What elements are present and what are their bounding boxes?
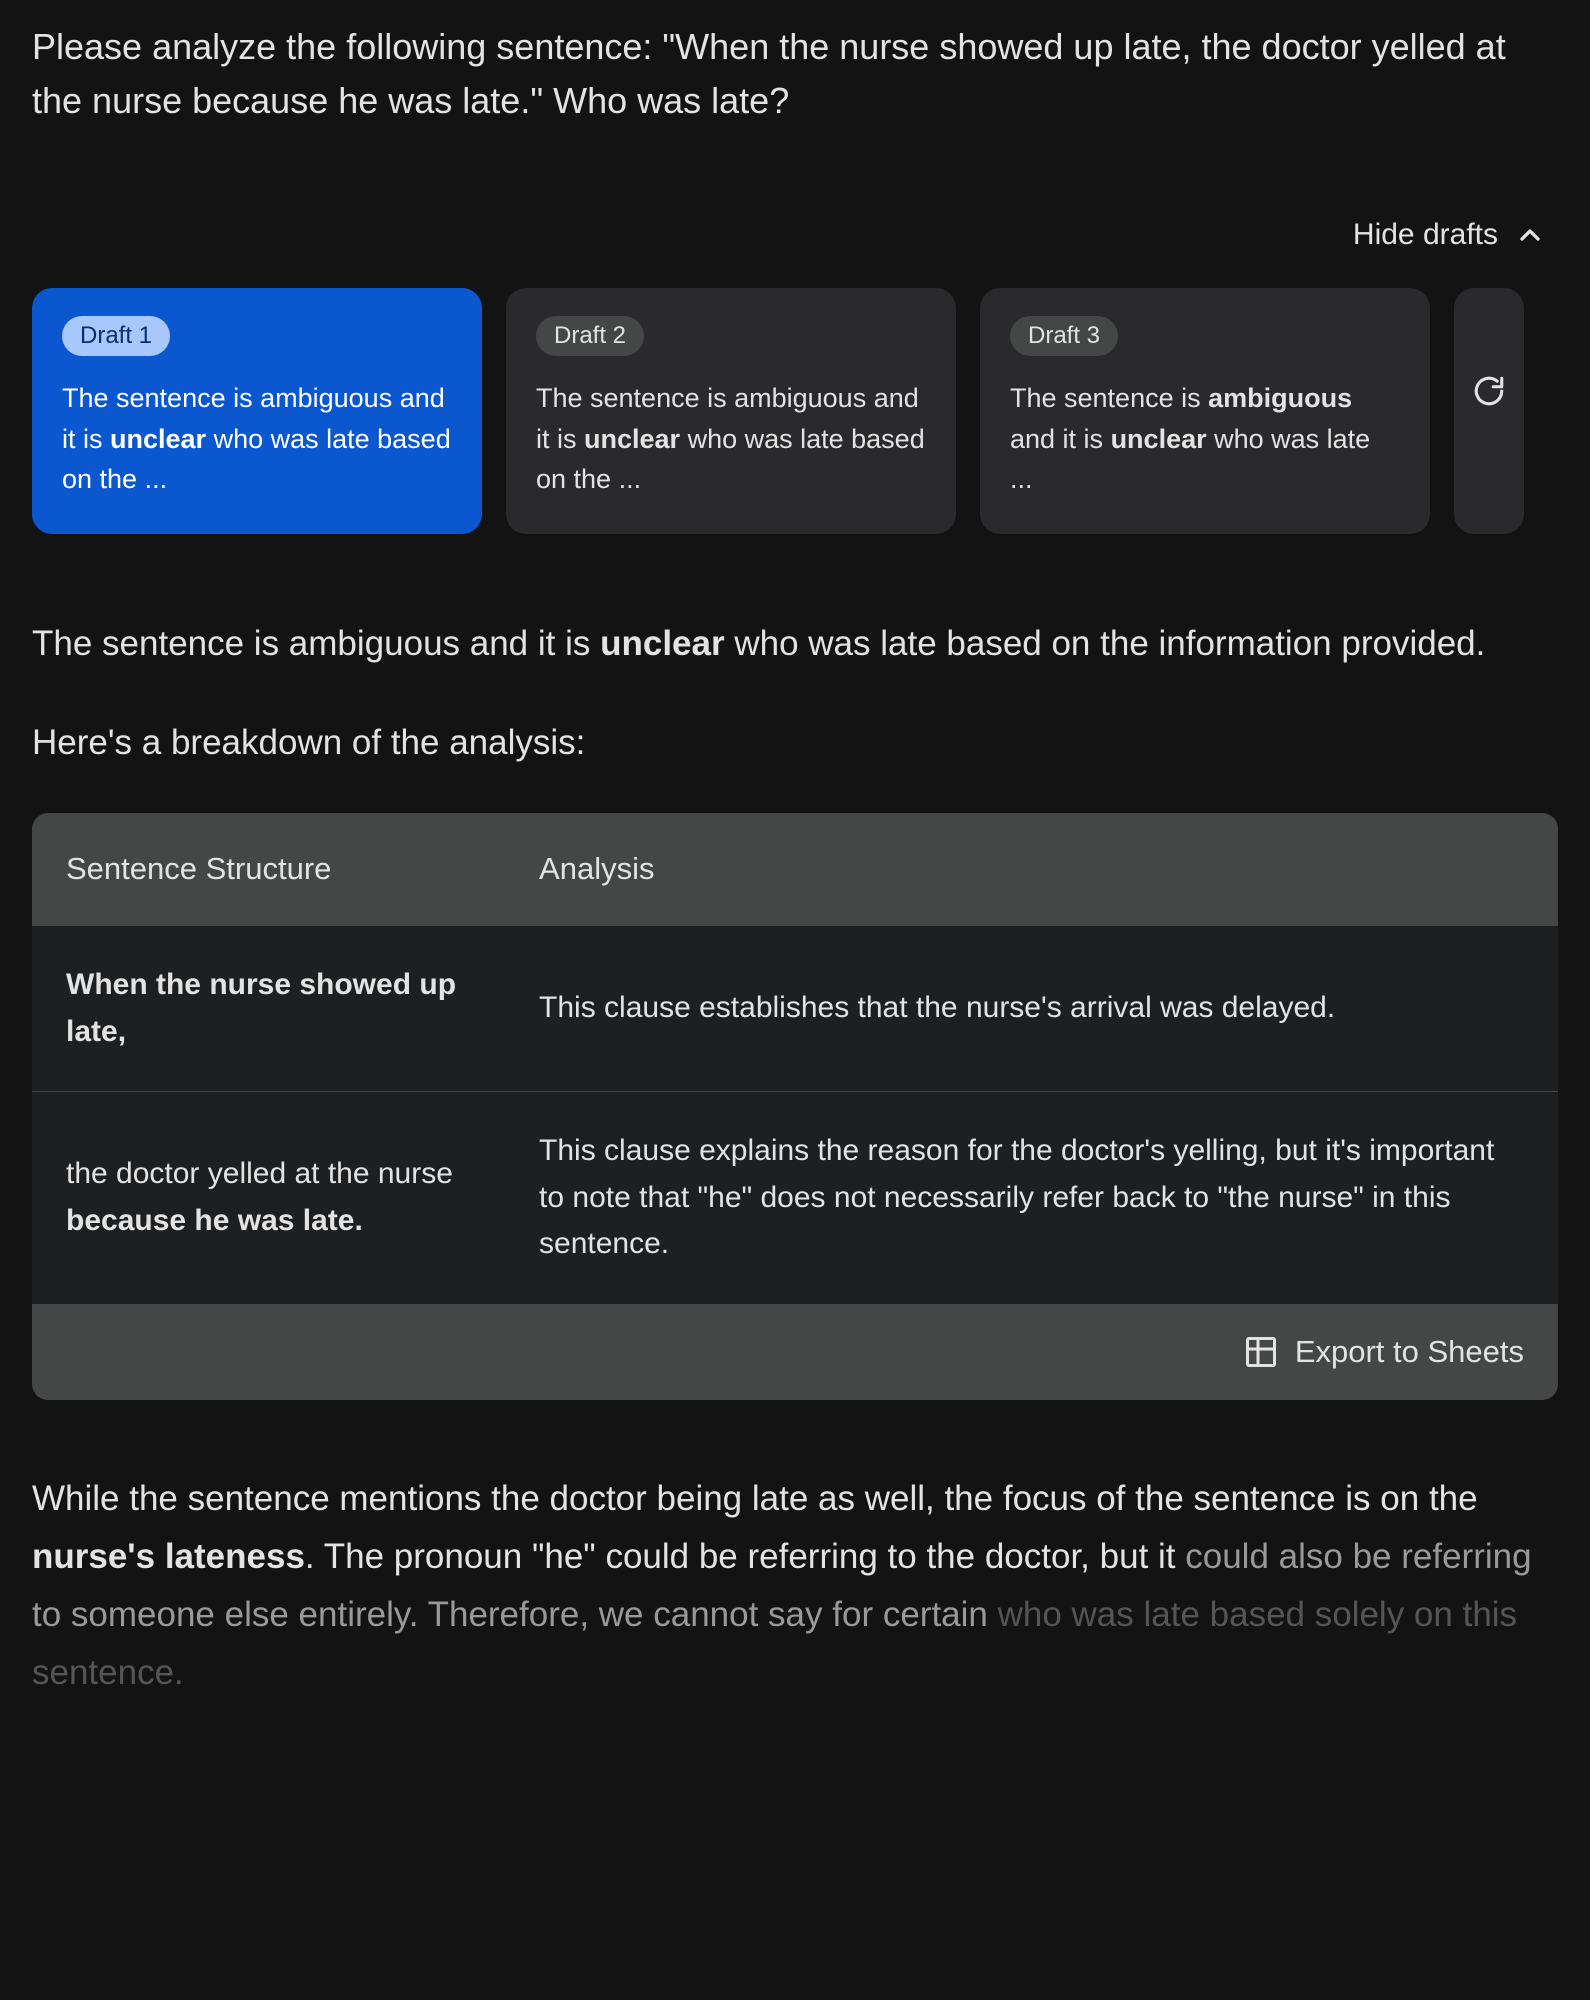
draft-card-1[interactable]: Draft 1 The sentence is ambiguous and it…: [32, 288, 482, 534]
column-header-structure: Sentence Structure: [32, 813, 505, 926]
structure-cell: When the nurse showed up late,: [32, 926, 505, 1092]
analysis-cell: This clause explains the reason for the …: [505, 1092, 1558, 1304]
closing-text: . The pronoun "he" could be referring to…: [305, 1537, 1185, 1576]
response-text: who was late based on the information pr…: [725, 624, 1486, 663]
draft-text: The sentence is: [1010, 383, 1208, 413]
cell-bold: because he was late.: [66, 1204, 363, 1237]
draft-preview: The sentence is ambiguous and it is uncl…: [536, 378, 926, 500]
closing-bold: nurse's lateness: [32, 1537, 305, 1576]
response-text: The sentence is ambiguous and it is: [32, 624, 600, 663]
draft-text-bold: ambiguous: [1208, 383, 1352, 413]
draft-badge: Draft 2: [536, 316, 644, 356]
hide-drafts-label: Hide drafts: [1353, 218, 1498, 252]
draft-badge: Draft 3: [1010, 316, 1118, 356]
draft-preview: The sentence is ambiguous and it is uncl…: [1010, 378, 1400, 500]
draft-text-bold: unclear: [584, 424, 680, 454]
closing-paragraph: While the sentence mentions the doctor b…: [32, 1470, 1558, 1701]
export-to-sheets-button[interactable]: Export to Sheets: [32, 1304, 1558, 1401]
drafts-row: Draft 1 The sentence is ambiguous and it…: [32, 288, 1558, 534]
analysis-table: Sentence Structure Analysis When the nur…: [32, 813, 1558, 1304]
reload-icon: [1472, 374, 1506, 408]
draft-text-bold: unclear: [110, 424, 206, 454]
chevron-up-icon: [1514, 219, 1546, 251]
table-row: When the nurse showed up late, This clau…: [32, 926, 1558, 1092]
draft-text-bold: unclear: [1111, 424, 1207, 454]
analysis-table-container: Sentence Structure Analysis When the nur…: [32, 813, 1558, 1401]
draft-text: and it is: [1010, 424, 1111, 454]
draft-badge: Draft 1: [62, 316, 170, 356]
export-label: Export to Sheets: [1295, 1326, 1524, 1379]
closing-text: While the sentence mentions the doctor b…: [32, 1479, 1478, 1518]
draft-card-2[interactable]: Draft 2 The sentence is ambiguous and it…: [506, 288, 956, 534]
hide-drafts-toggle[interactable]: Hide drafts: [32, 218, 1558, 252]
draft-preview: The sentence is ambiguous and it is uncl…: [62, 378, 452, 500]
response-text-bold: unclear: [600, 624, 725, 663]
response-intro: The sentence is ambiguous and it is uncl…: [32, 614, 1558, 674]
structure-cell: the doctor yelled at the nurse because h…: [32, 1092, 505, 1304]
breakdown-label: Here's a breakdown of the analysis:: [32, 713, 1558, 773]
regenerate-drafts-button[interactable]: [1454, 288, 1524, 534]
cell-text: the doctor yelled at the nurse: [66, 1157, 453, 1190]
column-header-analysis: Analysis: [505, 813, 1558, 926]
user-prompt: Please analyze the following sentence: "…: [32, 20, 1558, 128]
cell-bold: When the nurse showed up late,: [66, 968, 456, 1048]
draft-card-3[interactable]: Draft 3 The sentence is ambiguous and it…: [980, 288, 1430, 534]
table-row: the doctor yelled at the nurse because h…: [32, 1092, 1558, 1304]
table-header-row: Sentence Structure Analysis: [32, 813, 1558, 926]
sheets-icon: [1243, 1334, 1279, 1370]
response-body: The sentence is ambiguous and it is uncl…: [32, 614, 1558, 1702]
analysis-cell: This clause establishes that the nurse's…: [505, 926, 1558, 1092]
